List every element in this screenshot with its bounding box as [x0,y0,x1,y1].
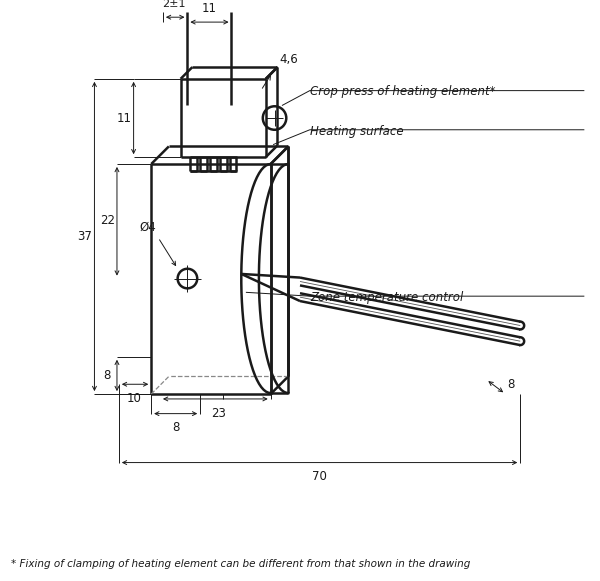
Text: 8: 8 [172,421,179,435]
Text: 8: 8 [103,369,111,382]
Text: Ø4: Ø4 [140,221,157,234]
Text: 22: 22 [100,214,115,227]
Text: 11: 11 [202,2,217,15]
Text: 10: 10 [127,392,142,405]
Text: 37: 37 [77,230,92,243]
Text: 4,6: 4,6 [280,53,298,66]
Text: 70: 70 [312,471,327,483]
Text: Crop press of heating element*: Crop press of heating element* [310,85,495,98]
Text: 2±1: 2±1 [162,0,185,9]
Text: 8: 8 [508,378,515,391]
Text: Zone temperature control: Zone temperature control [310,291,463,304]
Text: 23: 23 [211,407,226,419]
Text: 11: 11 [116,112,131,124]
Text: Heating surface: Heating surface [310,124,403,138]
Text: * Fixing of clamping of heating element can be different from that shown in the : * Fixing of clamping of heating element … [11,560,470,569]
